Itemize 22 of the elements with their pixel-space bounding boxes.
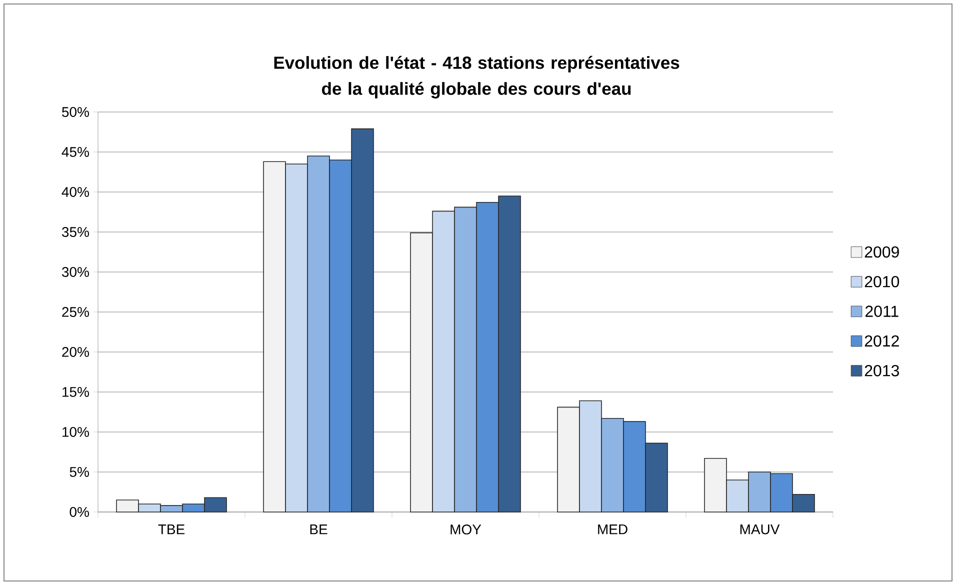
y-tick-label: 20%: [62, 347, 89, 357]
y-tick-label: 35%: [62, 227, 89, 237]
y-tick-label: 0%: [70, 507, 89, 517]
y-tick-label: 25%: [62, 307, 89, 317]
legend-label: 2010: [864, 276, 900, 288]
y-tick-label: 40%: [62, 187, 89, 197]
x-tick-label: BE: [310, 524, 328, 534]
x-tick-label: MED: [598, 524, 628, 534]
y-tick-label: 50%: [62, 107, 89, 117]
legend-label: 2009: [864, 246, 899, 258]
chart-title: Evolution de l'état - 418 stations représentatives de la qualité globale des cours d'eau: [274, 56, 680, 98]
y-tick-label: 10%: [62, 427, 89, 437]
y-tick-label: 45%: [62, 147, 89, 157]
x-tick-label: TBE: [158, 524, 185, 534]
x-tick-label: MOY: [450, 524, 482, 534]
y-tick-label: 5%: [70, 467, 89, 477]
legend-label: 2012: [864, 335, 899, 347]
legend-label: 2013: [864, 365, 899, 376]
x-tick-label: MAUV: [740, 524, 780, 534]
legend-label: 2011: [866, 306, 898, 317]
y-tick-label: 30%: [62, 267, 89, 277]
y-tick-label: 15%: [62, 387, 89, 397]
